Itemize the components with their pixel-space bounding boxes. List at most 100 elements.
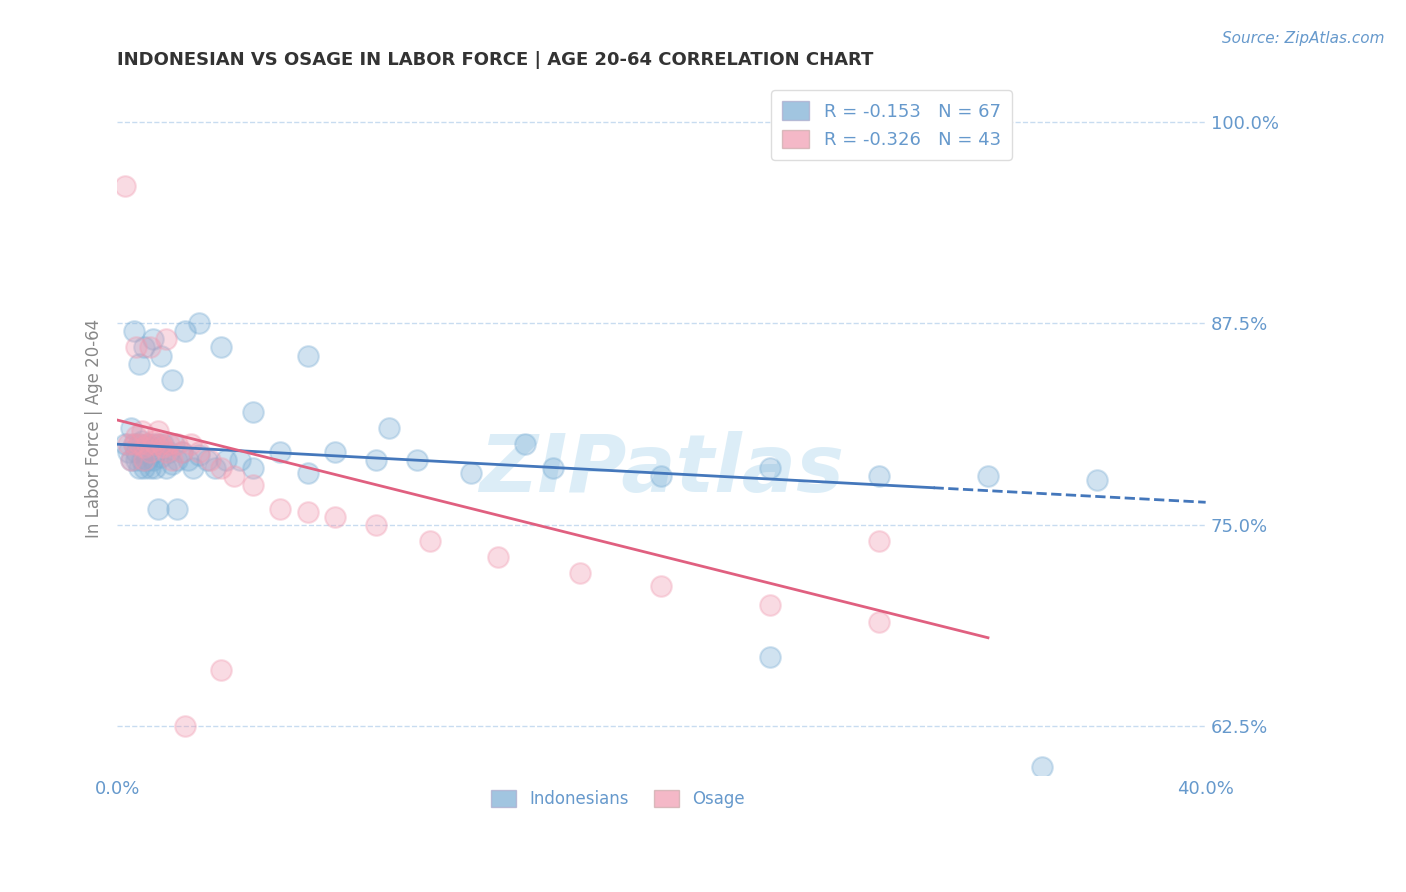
Point — [269, 501, 291, 516]
Point — [242, 405, 264, 419]
Point — [155, 445, 177, 459]
Point — [759, 599, 782, 613]
Point — [269, 445, 291, 459]
Point — [187, 449, 209, 463]
Point — [160, 453, 183, 467]
Point — [297, 349, 319, 363]
Point — [152, 437, 174, 451]
Point — [650, 469, 672, 483]
Point — [228, 453, 250, 467]
Point — [172, 445, 194, 459]
Point — [125, 445, 148, 459]
Point — [180, 437, 202, 451]
Point — [134, 441, 156, 455]
Point — [142, 437, 165, 451]
Point — [143, 437, 166, 451]
Point — [128, 357, 150, 371]
Point — [759, 461, 782, 475]
Point — [146, 437, 169, 451]
Point — [122, 437, 145, 451]
Point — [242, 477, 264, 491]
Point — [187, 316, 209, 330]
Point — [174, 719, 197, 733]
Point — [177, 453, 200, 467]
Point — [131, 453, 153, 467]
Point — [157, 437, 180, 451]
Point — [166, 453, 188, 467]
Point — [759, 650, 782, 665]
Point — [142, 434, 165, 448]
Point — [155, 461, 177, 475]
Point — [209, 461, 232, 475]
Point — [209, 663, 232, 677]
Point — [297, 467, 319, 481]
Point — [198, 453, 221, 467]
Point — [187, 445, 209, 459]
Point — [143, 461, 166, 475]
Point — [868, 469, 890, 483]
Point — [378, 421, 401, 435]
Point — [125, 341, 148, 355]
Point — [139, 461, 162, 475]
Point — [224, 469, 246, 483]
Point — [242, 461, 264, 475]
Point — [134, 461, 156, 475]
Point — [149, 349, 172, 363]
Point — [142, 332, 165, 346]
Point — [152, 441, 174, 455]
Point — [136, 453, 159, 467]
Point — [120, 421, 142, 435]
Point — [146, 425, 169, 439]
Point — [149, 437, 172, 451]
Point — [160, 457, 183, 471]
Point — [131, 434, 153, 448]
Point — [163, 437, 186, 451]
Point — [125, 429, 148, 443]
Point — [323, 445, 346, 459]
Point — [1031, 760, 1053, 774]
Point — [174, 324, 197, 338]
Point — [134, 341, 156, 355]
Point — [136, 437, 159, 451]
Point — [114, 437, 136, 451]
Point — [139, 441, 162, 455]
Point — [134, 445, 156, 459]
Point — [515, 437, 537, 451]
Point — [117, 437, 139, 451]
Point — [215, 453, 238, 467]
Point — [650, 579, 672, 593]
Point — [122, 324, 145, 338]
Point — [868, 615, 890, 629]
Point — [122, 437, 145, 451]
Point — [405, 453, 427, 467]
Point — [120, 453, 142, 467]
Point — [149, 450, 172, 464]
Point — [195, 453, 218, 467]
Point — [1085, 473, 1108, 487]
Point — [568, 566, 591, 581]
Legend: Indonesians, Osage: Indonesians, Osage — [484, 783, 751, 815]
Point — [131, 425, 153, 439]
Point — [157, 445, 180, 459]
Text: Source: ZipAtlas.com: Source: ZipAtlas.com — [1222, 31, 1385, 46]
Point — [323, 509, 346, 524]
Point — [364, 517, 387, 532]
Point — [297, 505, 319, 519]
Point — [139, 445, 162, 459]
Point — [117, 445, 139, 459]
Point — [209, 341, 232, 355]
Point — [125, 453, 148, 467]
Point — [166, 437, 188, 451]
Point — [183, 461, 205, 475]
Point — [143, 445, 166, 459]
Point — [120, 453, 142, 467]
Text: ZIPatlas: ZIPatlas — [479, 431, 844, 508]
Text: INDONESIAN VS OSAGE IN LABOR FORCE | AGE 20-64 CORRELATION CHART: INDONESIAN VS OSAGE IN LABOR FORCE | AGE… — [117, 51, 873, 69]
Point — [486, 550, 509, 565]
Point — [134, 453, 156, 467]
Point — [868, 533, 890, 548]
Point — [128, 437, 150, 451]
Point — [419, 533, 441, 548]
Point — [155, 332, 177, 346]
Point — [142, 453, 165, 467]
